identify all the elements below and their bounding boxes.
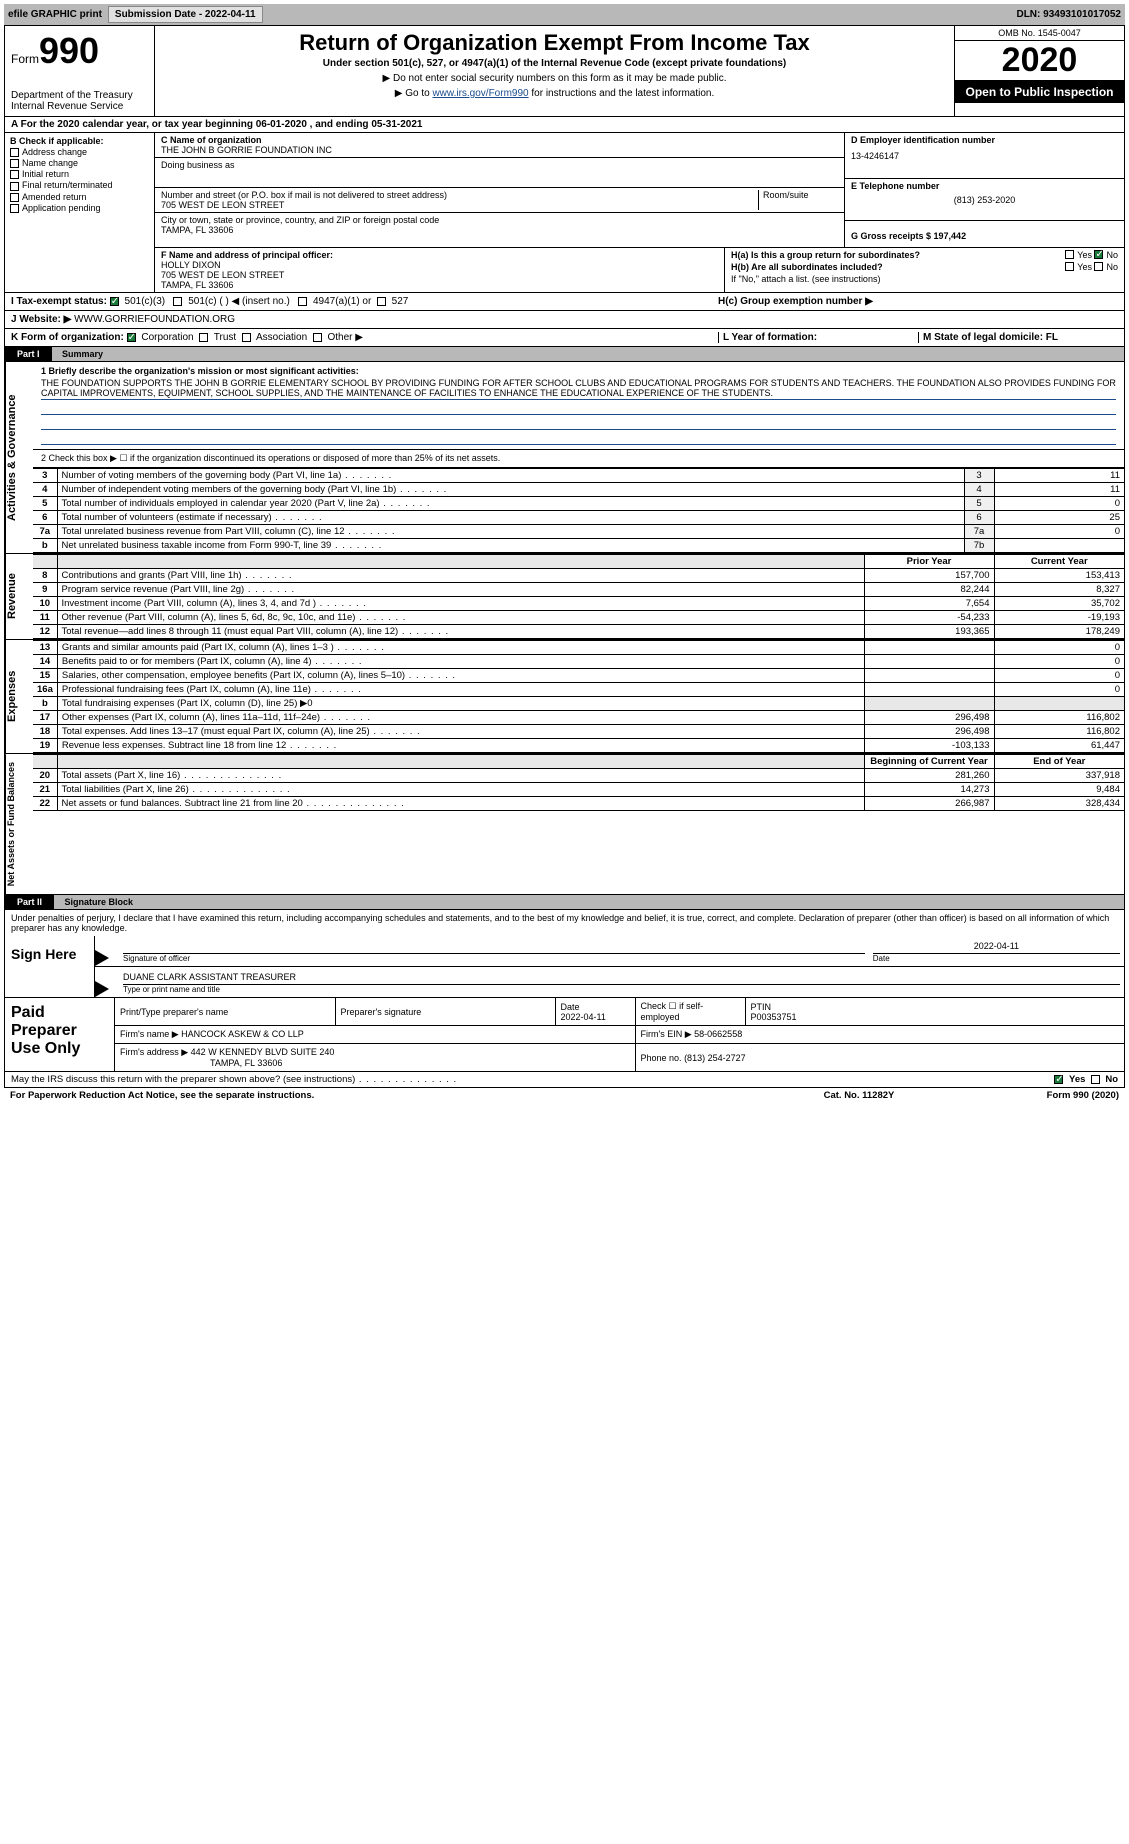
instructions-link-line: ▶ Go to www.irs.gov/Form990 for instruct…	[163, 88, 946, 99]
ha-no-checkbox[interactable]	[1094, 250, 1103, 259]
checkbox-column-b: B Check if applicable: Address change Na…	[5, 133, 155, 292]
firm-addr1: 442 W KENNEDY BLVD SUITE 240	[191, 1047, 335, 1057]
form-title: Return of Organization Exempt From Incom…	[163, 30, 946, 56]
form-footer: Form 990 (2020)	[959, 1090, 1119, 1101]
side-activities-governance: Activities & Governance	[5, 362, 33, 553]
tax-year-range: A For the 2020 calendar year, or tax yea…	[4, 117, 1125, 133]
prep-date: 2022-04-11	[561, 1012, 606, 1022]
paid-preparer-label: Paid Preparer Use Only	[5, 998, 115, 1071]
tax-year: 2020	[955, 41, 1124, 81]
efile-label: efile GRAPHIC print	[8, 9, 102, 20]
corp-checkbox[interactable]	[127, 333, 136, 342]
hb-no-checkbox[interactable]	[1094, 262, 1103, 271]
final-return-checkbox[interactable]	[10, 182, 19, 191]
4947-checkbox[interactable]	[298, 297, 307, 306]
entity-info-block: B Check if applicable: Address change Na…	[4, 133, 1125, 293]
sign-here-label: Sign Here	[5, 936, 95, 997]
irs-link[interactable]: www.irs.gov/Form990	[432, 88, 528, 99]
527-checkbox[interactable]	[377, 297, 386, 306]
ssn-warning: ▶ Do not enter social security numbers o…	[163, 73, 946, 84]
501c-checkbox[interactable]	[173, 297, 182, 306]
netassets-table: Beginning of Current YearEnd of Year20To…	[33, 754, 1124, 811]
city-state-zip: TAMPA, FL 33606	[161, 225, 838, 235]
sig-date-value: 2022-04-11	[873, 938, 1120, 954]
signature-arrow-icon	[95, 981, 109, 997]
amended-return-checkbox[interactable]	[10, 193, 19, 202]
ptin-value: P00353751	[751, 1012, 797, 1022]
part1-header: Part I Summary	[4, 347, 1125, 362]
submission-date-button[interactable]: Submission Date - 2022-04-11	[108, 6, 263, 23]
mission-text: THE FOUNDATION SUPPORTS THE JOHN B GORRI…	[41, 378, 1116, 400]
address-change-checkbox[interactable]	[10, 148, 19, 157]
phone-value: (813) 253-2020	[851, 195, 1118, 205]
501c3-checkbox[interactable]	[110, 297, 119, 306]
officer-name: HOLLY DIXON	[161, 260, 718, 270]
other-checkbox[interactable]	[313, 333, 322, 342]
application-pending-checkbox[interactable]	[10, 204, 19, 213]
ha-yes-checkbox[interactable]	[1065, 250, 1074, 259]
firm-ein: 58-0662558	[694, 1029, 742, 1039]
assoc-checkbox[interactable]	[242, 333, 251, 342]
firm-name: HANCOCK ASKEW & CO LLP	[181, 1029, 304, 1039]
discuss-yes-checkbox[interactable]	[1054, 1075, 1063, 1084]
name-change-checkbox[interactable]	[10, 159, 19, 168]
dept-label: Department of the Treasury Internal Reve…	[11, 90, 148, 112]
expenses-table: 13Grants and similar amounts paid (Part …	[33, 640, 1124, 753]
initial-return-checkbox[interactable]	[10, 170, 19, 179]
firm-addr2: TAMPA, FL 33606	[210, 1058, 282, 1068]
form-word: Form	[11, 52, 39, 66]
hb-yes-checkbox[interactable]	[1065, 262, 1074, 271]
officer-addr1: 705 WEST DE LEON STREET	[161, 270, 718, 280]
dln-label: DLN: 93493101017052	[1016, 9, 1121, 20]
ein-value: 13-4246147	[851, 151, 1118, 161]
discuss-no-checkbox[interactable]	[1091, 1075, 1100, 1084]
firm-phone: (813) 254-2727	[684, 1053, 746, 1063]
side-expenses: Expenses	[5, 640, 33, 753]
form-subtitle: Under section 501(c), 527, or 4947(a)(1)…	[163, 58, 946, 69]
penalties-text: Under penalties of perjury, I declare th…	[5, 910, 1124, 936]
side-netassets: Net Assets or Fund Balances	[5, 754, 33, 894]
paperwork-notice: For Paperwork Reduction Act Notice, see …	[10, 1090, 759, 1101]
gross-receipts: G Gross receipts $ 197,442	[851, 231, 966, 241]
cat-number: Cat. No. 11282Y	[759, 1090, 959, 1101]
website-value: WWW.GORRIEFOUNDATION.ORG	[74, 314, 235, 325]
street-address: 705 WEST DE LEON STREET	[161, 200, 758, 210]
trust-checkbox[interactable]	[199, 333, 208, 342]
omb-number: OMB No. 1545-0047	[955, 26, 1124, 41]
form-header: Form990 Department of the Treasury Inter…	[4, 25, 1125, 117]
open-public-badge: Open to Public Inspection	[955, 81, 1124, 103]
org-name: THE JOHN B GORRIE FOUNDATION INC	[161, 145, 838, 155]
paid-preparer-table: Print/Type preparer's name Preparer's si…	[115, 998, 1124, 1071]
revenue-table: Prior YearCurrent Year8Contributions and…	[33, 554, 1124, 639]
side-revenue: Revenue	[5, 554, 33, 639]
form-number: 990	[39, 30, 99, 71]
signature-arrow-icon	[95, 950, 109, 966]
officer-print-name: DUANE CLARK ASSISTANT TREASURER	[123, 969, 1120, 985]
efile-topbar: efile GRAPHIC print Submission Date - 20…	[4, 4, 1125, 25]
governance-table: 3Number of voting members of the governi…	[33, 468, 1124, 553]
part2-header: Part II Signature Block	[4, 895, 1125, 910]
line-2: 2 Check this box ▶ ☐ if the organization…	[33, 450, 1124, 468]
officer-addr2: TAMPA, FL 33606	[161, 280, 718, 290]
